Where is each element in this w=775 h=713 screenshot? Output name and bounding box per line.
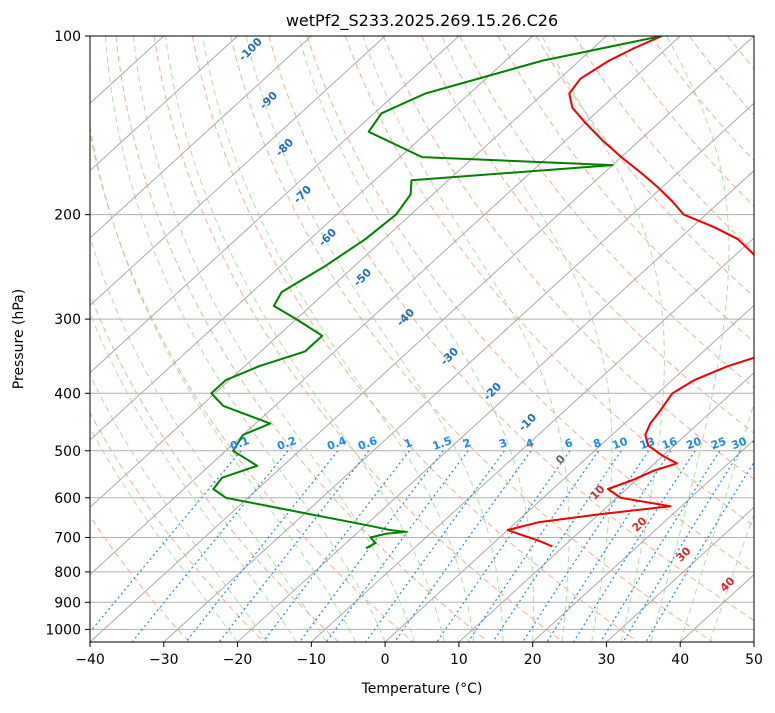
y-tick-label: 600 [54,491,81,507]
y-tick-label: 900 [54,595,81,611]
x-tick-label: 10 [450,652,468,668]
y-tick-label: 1000 [45,622,81,638]
x-tick-label: 20 [524,652,542,668]
y-tick-label: 500 [54,444,81,460]
x-tick-label: −40 [75,652,105,668]
y-tick-label: 700 [54,531,81,547]
x-tick-label: −30 [149,652,179,668]
x-tick-label: 30 [598,652,616,668]
x-tick-label: −20 [223,652,253,668]
x-axis-label: Temperature (°C) [361,681,483,697]
x-tick-label: −10 [297,652,327,668]
x-tick-label: 40 [671,652,689,668]
y-tick-label: 800 [54,565,81,581]
y-tick-label: 400 [54,386,81,402]
y-tick-label: 200 [54,208,81,224]
chart-title: wetPf2_S233.2025.269.15.26.C26 [286,11,558,31]
y-tick-label: 300 [54,312,81,328]
x-tick-label: 50 [745,652,763,668]
x-tick-label: 0 [381,652,390,668]
y-tick-label: 100 [54,29,81,45]
y-axis-label: Pressure (hPa) [11,289,27,389]
